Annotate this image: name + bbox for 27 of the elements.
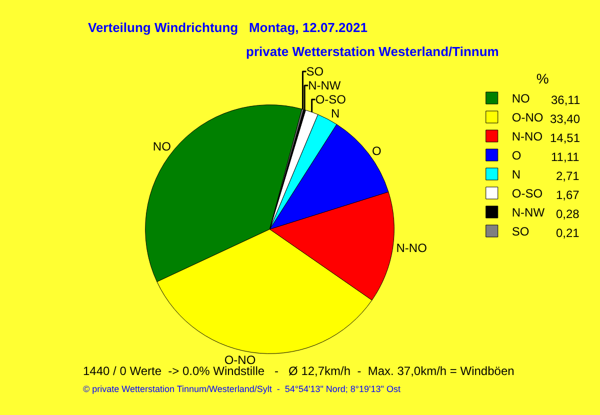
slice-label: NO [152, 139, 171, 154]
slice-label: SO [306, 64, 324, 79]
legend-label: N-NO [512, 130, 543, 144]
data-label: 36,11 [551, 93, 580, 107]
data-label: 0,21 [556, 226, 580, 240]
legend-label: N-NW [512, 206, 546, 220]
chart-subtitle: private Wetterstation Westerland/Tinnum [246, 44, 499, 59]
data-label: 1,67 [556, 188, 580, 202]
legend-label: NO [512, 92, 530, 106]
data-label: 33,40 [550, 112, 580, 126]
slice-label: N-NO [396, 241, 427, 256]
data-label: 14,51 [550, 131, 580, 145]
legend-label: O [512, 148, 522, 163]
text: © private Wetterstation Tinnum/Westerland/Sylt - 54°54'13" Nord; 8°19'13" Ost [83, 384, 401, 394]
legend-title: % [536, 70, 549, 86]
slice-label: O-SO [315, 92, 346, 107]
legend-label: O-NO [512, 110, 544, 125]
legend-label: N [512, 168, 521, 182]
slice-label: N-NW [308, 78, 342, 93]
data-label: 0,28 [556, 207, 580, 221]
slice-label: N [330, 106, 340, 121]
legend-label: O-SO [512, 186, 543, 201]
slice-label: O [372, 144, 382, 158]
data-label: 11,11 [551, 150, 580, 164]
chart-title: Verteilung Windrichtung Montag, 12.07.2021 [88, 20, 368, 35]
legend-label: SO [512, 224, 530, 239]
data-label: 2,71 [556, 169, 580, 183]
